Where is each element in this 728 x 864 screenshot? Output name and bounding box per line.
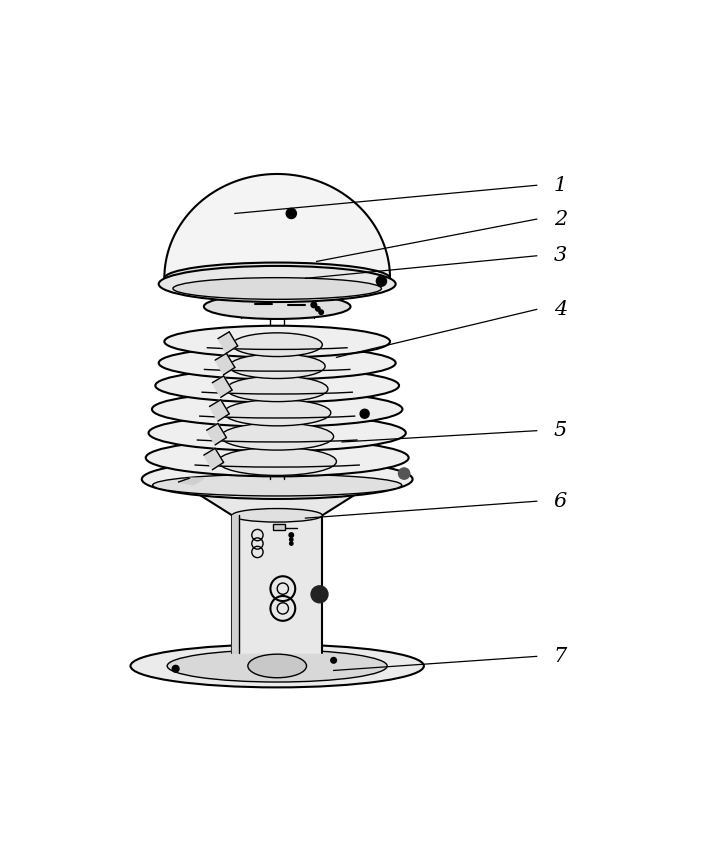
Ellipse shape [232,333,323,357]
Text: 3: 3 [554,246,567,265]
Circle shape [289,533,293,537]
Ellipse shape [178,469,376,494]
Circle shape [290,542,293,545]
Polygon shape [178,481,376,653]
Text: 2: 2 [554,210,567,229]
Polygon shape [210,400,229,421]
Circle shape [315,307,320,311]
Ellipse shape [142,460,413,499]
Text: 7: 7 [554,647,567,666]
Text: 1: 1 [554,175,567,194]
Ellipse shape [159,346,396,379]
Ellipse shape [226,376,328,402]
Ellipse shape [130,645,424,688]
Polygon shape [303,294,314,318]
Ellipse shape [223,400,331,426]
Ellipse shape [167,650,387,682]
Ellipse shape [146,439,408,476]
Ellipse shape [221,423,333,450]
Circle shape [360,410,369,418]
Ellipse shape [229,354,325,378]
Text: 6: 6 [554,492,567,511]
Polygon shape [282,294,293,318]
Ellipse shape [153,474,402,496]
Polygon shape [213,376,232,397]
Ellipse shape [165,263,390,294]
Ellipse shape [149,415,405,451]
Circle shape [290,538,293,541]
Polygon shape [240,294,252,318]
Circle shape [319,310,323,314]
Text: 5: 5 [554,421,567,440]
Ellipse shape [204,294,351,319]
Polygon shape [215,353,235,375]
Ellipse shape [248,654,306,677]
Polygon shape [165,174,390,278]
Polygon shape [261,294,273,318]
Ellipse shape [159,266,396,302]
Circle shape [331,658,336,664]
Ellipse shape [152,391,403,427]
Ellipse shape [155,369,399,403]
Circle shape [311,302,317,308]
Ellipse shape [232,509,323,522]
Polygon shape [178,478,204,485]
Polygon shape [207,423,226,445]
Polygon shape [204,448,223,470]
Bar [273,524,285,530]
Circle shape [311,586,328,603]
Ellipse shape [165,326,390,358]
Polygon shape [232,515,239,653]
Circle shape [173,665,179,672]
Ellipse shape [173,277,381,299]
Text: 4: 4 [554,300,567,319]
Polygon shape [218,332,237,353]
Ellipse shape [218,448,336,475]
Circle shape [376,276,387,286]
Circle shape [398,468,410,480]
Circle shape [286,208,296,219]
